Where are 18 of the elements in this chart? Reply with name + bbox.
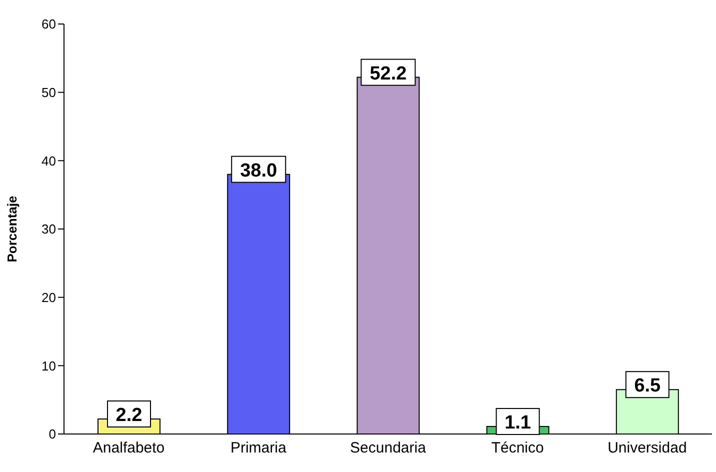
x-tick-label: Analfabeto	[92, 440, 165, 457]
x-tick-label: Técnico	[491, 440, 544, 457]
data-label: 38.0	[240, 160, 278, 182]
y-tick-label: 30	[42, 222, 56, 237]
data-label: 2.2	[116, 404, 142, 426]
y-axis-title: Porcentaje	[4, 196, 20, 262]
y-tick-label: 10	[42, 358, 56, 374]
y-tick-label: 20	[42, 290, 56, 305]
data-label: 52.2	[370, 63, 407, 84]
x-tick-label: Secundaria	[350, 440, 427, 457]
y-tick-label: 60	[42, 16, 56, 32]
y-tick-label: 0	[48, 426, 56, 442]
y-tick-label: 50	[42, 84, 56, 100]
x-tick-label: Primaria	[230, 440, 287, 457]
y-tick-label: 40	[42, 153, 56, 168]
x-tick-label: Universidad	[608, 440, 687, 457]
data-label: 1.1	[504, 412, 532, 434]
data-label: 6.5	[634, 376, 662, 397]
